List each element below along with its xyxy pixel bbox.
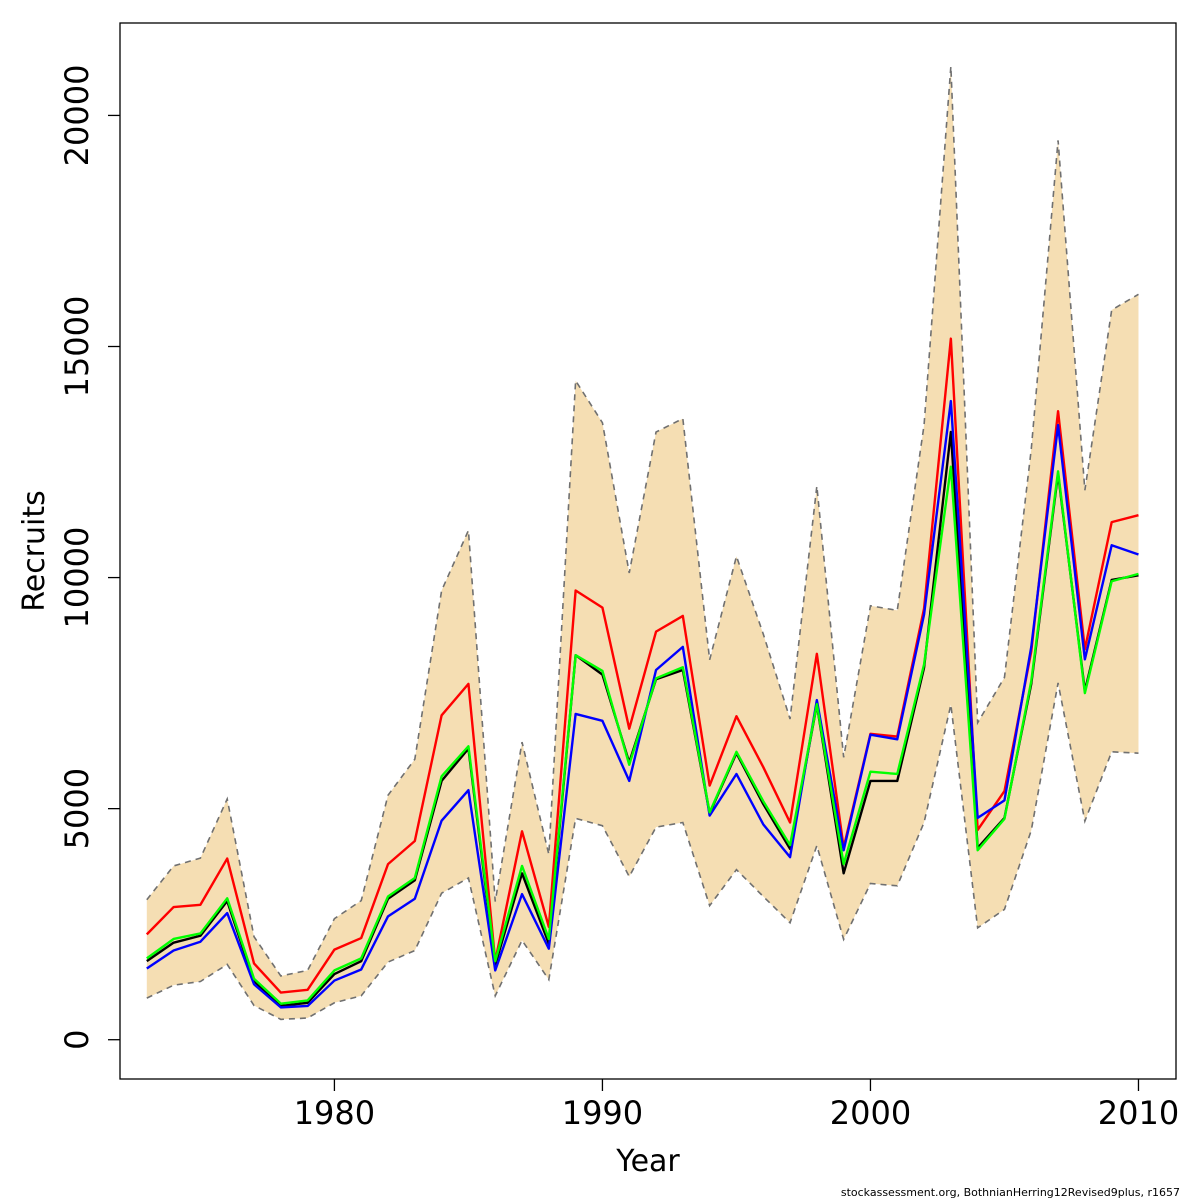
y-tick-label-5000: 5000 — [58, 768, 96, 849]
axes-layer: 1980 1990 2000 2010 0 5000 10000 15000 20000 — [58, 65, 1179, 1132]
plot-frame — [119, 22, 1177, 1080]
y-axis-title: Recruits — [17, 490, 52, 612]
band-upper-edge — [146, 66, 1139, 977]
y-tick-label-10000: 10000 — [58, 527, 96, 629]
footnote: stockassessment.org, BothnianHerring12Re… — [841, 1186, 1180, 1199]
x-axis-title: Year — [615, 1144, 680, 1179]
y-tick-label-0: 0 — [58, 1030, 96, 1050]
plot-layer — [145, 66, 1139, 1021]
x-tick-label-2010: 2010 — [1098, 1094, 1179, 1132]
confidence-band — [146, 66, 1139, 1020]
series-green-line — [146, 465, 1139, 1005]
x-tick-label-1980: 1980 — [294, 1094, 375, 1132]
y-tick-label-20000: 20000 — [58, 65, 96, 167]
x-tick-label-2000: 2000 — [830, 1094, 911, 1132]
band-lower-edge — [146, 682, 1139, 1021]
x-tick-label-1990: 1990 — [562, 1094, 643, 1132]
y-tick-label-15000: 15000 — [58, 296, 96, 398]
